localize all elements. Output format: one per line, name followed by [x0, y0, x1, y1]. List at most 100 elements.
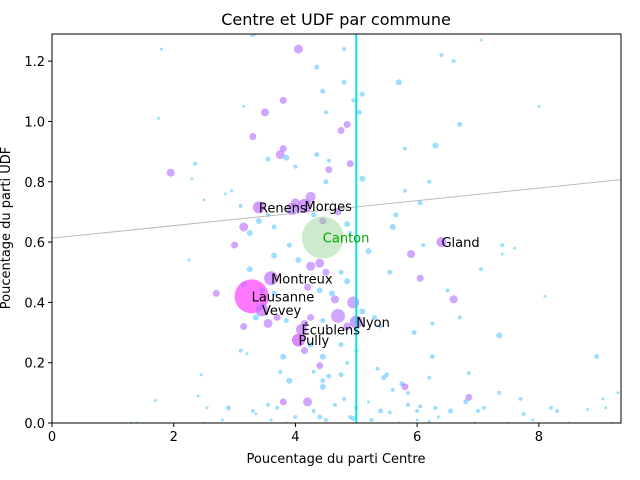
data-point — [273, 313, 281, 321]
data-point — [319, 383, 326, 390]
data-point — [190, 177, 194, 181]
data-point — [407, 250, 416, 259]
data-point — [372, 314, 378, 320]
data-point — [266, 402, 271, 407]
data-point — [341, 79, 347, 85]
data-point — [250, 408, 255, 413]
data-point — [518, 396, 523, 401]
data-point — [415, 408, 420, 413]
data-point — [427, 179, 432, 184]
data-point — [342, 47, 347, 52]
x-tick-label: 8 — [535, 430, 543, 445]
annotation-label: Lausanne — [252, 290, 315, 305]
data-point — [193, 161, 198, 166]
highlight-point — [296, 324, 308, 336]
data-point — [401, 383, 409, 391]
data-point — [240, 323, 248, 331]
annotation-label: Vevey — [262, 304, 302, 319]
data-point — [212, 289, 220, 297]
data-point — [387, 269, 393, 275]
data-point — [202, 198, 206, 202]
data-point — [260, 108, 269, 117]
data-point — [269, 418, 273, 422]
data-point — [293, 414, 298, 419]
data-point — [429, 354, 435, 360]
data-point — [275, 150, 285, 160]
data-point — [343, 120, 351, 128]
data-point — [153, 398, 157, 402]
data-point — [513, 246, 517, 250]
data-point — [466, 371, 471, 376]
data-point — [430, 321, 435, 326]
data-point — [378, 324, 383, 329]
data-point — [445, 288, 450, 293]
data-point — [254, 412, 258, 416]
highlight-point — [301, 216, 344, 259]
data-point — [280, 353, 287, 360]
data-point — [286, 242, 292, 248]
data-point — [482, 405, 487, 410]
data-point — [307, 313, 315, 321]
y-tick-label: 1.0 — [24, 115, 45, 130]
data-point — [249, 133, 257, 141]
data-point — [594, 354, 600, 360]
data-point — [271, 290, 277, 296]
data-point — [311, 369, 316, 374]
data-point — [601, 397, 605, 401]
data-point — [286, 202, 299, 215]
data-point — [303, 397, 313, 407]
data-point — [378, 408, 384, 414]
x-tick-label: 2 — [170, 430, 178, 445]
data-point — [531, 418, 535, 422]
data-point — [350, 415, 356, 421]
data-point — [384, 372, 390, 378]
y-tick-label: 0.0 — [24, 417, 45, 432]
data-point — [330, 295, 339, 304]
annotation-label: Pully — [298, 334, 329, 349]
data-point — [316, 362, 324, 370]
data-point — [439, 53, 444, 58]
data-point — [427, 419, 431, 423]
data-point — [266, 212, 271, 217]
data-point — [479, 267, 484, 272]
data-point — [365, 248, 372, 255]
data-point — [242, 104, 246, 108]
data-point — [286, 377, 293, 384]
data-point — [555, 408, 560, 413]
data-point — [337, 126, 345, 134]
data-point — [331, 308, 346, 323]
data-point — [314, 152, 320, 158]
data-point — [205, 406, 209, 410]
data-point — [166, 168, 175, 177]
data-point — [332, 402, 337, 407]
data-point — [283, 317, 289, 323]
data-point — [323, 110, 328, 115]
y-tick-label: 0.4 — [24, 296, 45, 311]
annotation-label: Morges — [305, 200, 353, 215]
data-point — [338, 372, 344, 378]
data-point — [586, 407, 590, 411]
data-point — [402, 188, 407, 193]
data-point — [390, 387, 395, 392]
data-point — [537, 104, 541, 108]
data-point — [359, 308, 366, 315]
data-point — [304, 283, 312, 291]
data-point — [415, 418, 419, 422]
data-point — [465, 393, 473, 401]
data-point — [317, 414, 323, 420]
data-point — [328, 290, 335, 297]
highlight-point — [297, 198, 312, 213]
data-point — [393, 212, 399, 218]
data-point — [199, 373, 203, 377]
data-point — [255, 217, 262, 224]
y-tick-label: 0.6 — [24, 236, 45, 251]
annotation-label: Écublens — [302, 323, 361, 339]
data-point — [306, 261, 316, 271]
data-point — [543, 294, 547, 298]
data-point — [406, 402, 411, 407]
data-point — [402, 146, 407, 151]
data-point — [359, 91, 365, 97]
data-point — [342, 396, 347, 401]
data-point — [338, 342, 344, 348]
